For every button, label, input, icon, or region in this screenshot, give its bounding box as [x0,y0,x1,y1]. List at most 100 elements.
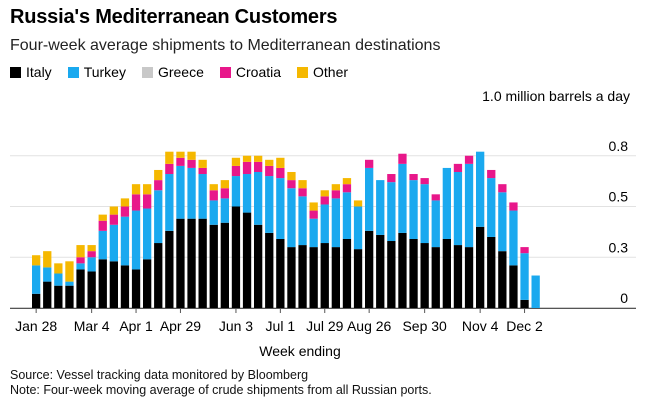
bar-segment-italy [265,232,274,308]
bar-segment-italy [176,218,185,308]
bar-segment-italy [165,230,174,308]
x-tick-label: Jun 3 [219,318,253,334]
bar-segment-croatia [431,194,440,201]
bar-segment-turkey [120,216,130,266]
x-tick-label: Sep 30 [402,318,447,334]
x-tick-label: Mar 4 [74,318,110,334]
bar-segment-turkey [453,171,463,246]
bar-segment-croatia [254,161,263,172]
bar-segment-turkey [353,206,363,250]
legend-item-croatia: Croatia [219,64,282,80]
bar-segment-italy [65,285,74,308]
legend-label-italy: Italy [26,64,52,80]
bar-segment-other [231,157,241,166]
bar-segment-italy [254,224,263,308]
legend-swatch-croatia [219,66,231,78]
bar-segment-other [187,151,196,160]
bar-segment-other [87,245,96,252]
bar-segment-croatia [231,165,241,177]
bar-segment-italy [320,243,329,308]
bar-segment-croatia [409,174,418,181]
bar-segment-turkey [154,190,163,244]
bar-segment-other [298,180,307,189]
bar-segment-turkey [143,208,152,260]
bar-segment-other [32,255,41,266]
bar-segment-italy [464,247,474,308]
legend-swatch-italy [10,66,21,78]
bar-segment-turkey [365,167,374,231]
bar-segment-turkey [509,210,518,266]
bar-segment-turkey [409,180,418,239]
bar-segment-turkey [464,163,474,248]
bar-segment-turkey [43,267,52,282]
bar-segment-croatia [109,214,118,225]
bar-segment-turkey [309,218,318,248]
y-tick-label: 0.8 [609,138,629,154]
bar-segment-turkey [165,174,174,231]
bar-segment-croatia [265,165,274,177]
bar-segment-croatia [242,161,252,175]
bars [32,151,540,308]
bar-segment-other [65,261,74,282]
legend-label-greece: Greece [157,64,204,80]
bar-segment-italy [154,243,163,308]
bar-segment-italy [143,259,152,308]
bar-segment-italy [298,245,307,308]
legend-label-croatia: Croatia [235,64,282,80]
bar-segment-italy [487,236,496,308]
bar-segment-turkey [254,171,263,225]
bar-segment-italy [498,251,507,308]
y-tick-label: 0 [620,290,628,306]
bar-segment-italy [76,269,85,308]
bar-segment-italy [365,230,374,308]
bar-segment-italy [409,238,418,308]
bar-segment-other [353,200,363,207]
bar-segment-turkey [76,263,85,270]
x-tick-label: Aug 26 [347,318,392,334]
x-axis-title: Week ending [259,343,341,359]
bar-segment-croatia [154,180,163,191]
bar-segment-italy [109,261,118,308]
source-note: Source: Vessel tracking data monitored b… [10,368,309,382]
bar-segment-croatia [320,196,329,205]
bar-segment-croatia [298,188,307,197]
chart-title: Russia's Mediterranean Customers [10,6,338,28]
x-tick-labels: Jan 28 Mar 4 Apr 1 Apr 29 Jun 3 Jul 1 Jul 29 Au… [15,308,543,334]
bar-segment-other [131,184,141,195]
method-note: Note: Four-week moving average of crude … [10,383,432,397]
bar-segment-turkey [265,176,274,233]
bar-segment-italy [87,271,96,308]
bar-segment-italy [520,299,529,308]
bar-segment-italy [120,265,130,308]
legend-label-other: Other [313,64,349,80]
bar-segment-turkey [531,275,540,308]
bar-segment-other [342,178,352,185]
bar-segment-turkey [442,167,451,239]
bar-segment-other [265,159,274,166]
bar-segment-italy [376,234,385,308]
x-tick-label: Nov 4 [462,318,499,334]
unit-label: 1.0 million barrels a day [482,88,630,104]
bar-segment-turkey [242,174,252,213]
bar-segment-croatia [387,174,396,183]
bar-segment-turkey [87,257,96,272]
footnotes: Source: Vessel tracking data monitored b… [10,368,432,398]
y-tick-label: 0.5 [609,189,629,205]
legend-item-turkey: Turkey [67,64,126,80]
bar-segment-italy [509,265,518,308]
legend-item-other: Other [297,64,348,80]
bar-segment-other [165,151,174,164]
bar-segment-croatia [187,159,196,168]
bar-segment-italy [220,222,229,308]
bar-segment-croatia [520,247,529,254]
bar-segment-turkey [187,167,196,219]
bar-segment-other [209,184,218,191]
bar-segment-other [309,202,318,211]
bar-segment-turkey [376,180,385,235]
bar-segment-italy [276,238,285,308]
bar-segment-other [287,171,296,181]
bar-segment-turkey [420,184,429,244]
bar-segment-turkey [431,200,440,248]
bar-segment-croatia [120,206,130,217]
